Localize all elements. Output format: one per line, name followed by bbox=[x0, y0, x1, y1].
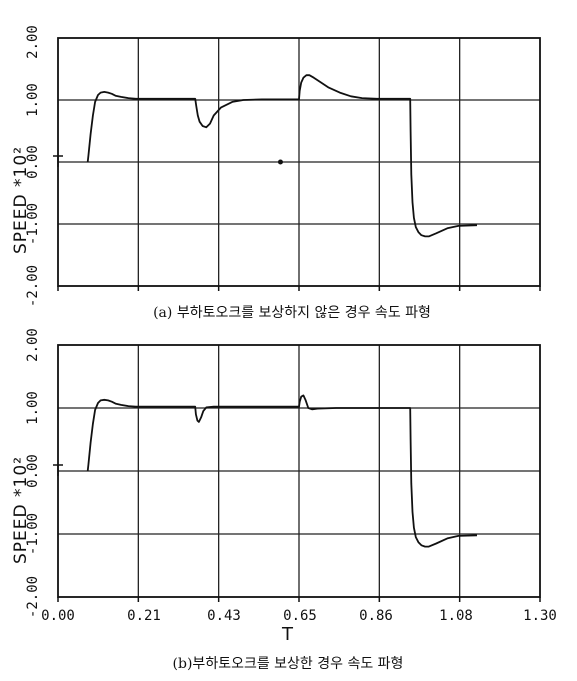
chart-b-xtick-label: 1.30 bbox=[523, 608, 557, 624]
chart-b-y-axis-label: SPEED *10² bbox=[11, 456, 31, 564]
chart-b-origin-marker bbox=[53, 464, 63, 476]
chart-a-ytick-label: 0.00 bbox=[25, 145, 41, 179]
chart-a-y-axis-label: SPEED *10² bbox=[11, 146, 31, 254]
chart-b-plot-area bbox=[53, 344, 541, 602]
chart-b-ytick-label: 2.00 bbox=[25, 328, 41, 362]
chart-a-origin-marker bbox=[53, 155, 63, 167]
chart-a-ytick-label: -2.00 bbox=[25, 265, 41, 307]
chart-b-ytick-label: -1.00 bbox=[25, 513, 41, 555]
chart-a-speed-series-line bbox=[86, 74, 478, 238]
chart-b-speed-series-line bbox=[86, 394, 478, 548]
chart-b-xtick-label: 0.00 bbox=[41, 608, 75, 624]
chart-a-ytick-label: -1.00 bbox=[25, 203, 41, 245]
chart-b-xtick-label: 0.21 bbox=[127, 608, 161, 624]
chart-a: 2.00 1.00 0.00 -1.00 -2.00 SPEED *10² (a… bbox=[11, 25, 541, 321]
chart-a-caption: (a) 부하토오크를 보상하지 않은 경우 속도 파형 bbox=[153, 305, 431, 321]
chart-b-xtick-label: 0.43 bbox=[207, 608, 241, 624]
chart-b-xtick-label: 1.08 bbox=[439, 608, 473, 624]
chart-b-ytick-label: 0.00 bbox=[25, 454, 41, 488]
chart-a-ytick-label: 2.00 bbox=[25, 25, 41, 59]
chart-a-ytick-label: 1.00 bbox=[25, 83, 41, 117]
chart-a-zero-line-dot bbox=[277, 159, 283, 165]
chart-b-x-axis-label: T bbox=[281, 624, 294, 645]
chart-b-xtick-label: 0.65 bbox=[283, 608, 317, 624]
chart-b: 2.00 1.00 0.00 -1.00 -2.00 SPEED *10² 0.… bbox=[11, 328, 557, 672]
chart-b-ytick-label: -2.00 bbox=[25, 576, 41, 618]
chart-a-plot-area bbox=[53, 37, 541, 291]
chart-b-ytick-label: 1.00 bbox=[25, 391, 41, 425]
chart-b-xtick-label: 0.86 bbox=[359, 608, 393, 624]
chart-b-caption: (b)부하토오크를 보상한 경우 속도 파형 bbox=[173, 656, 404, 672]
